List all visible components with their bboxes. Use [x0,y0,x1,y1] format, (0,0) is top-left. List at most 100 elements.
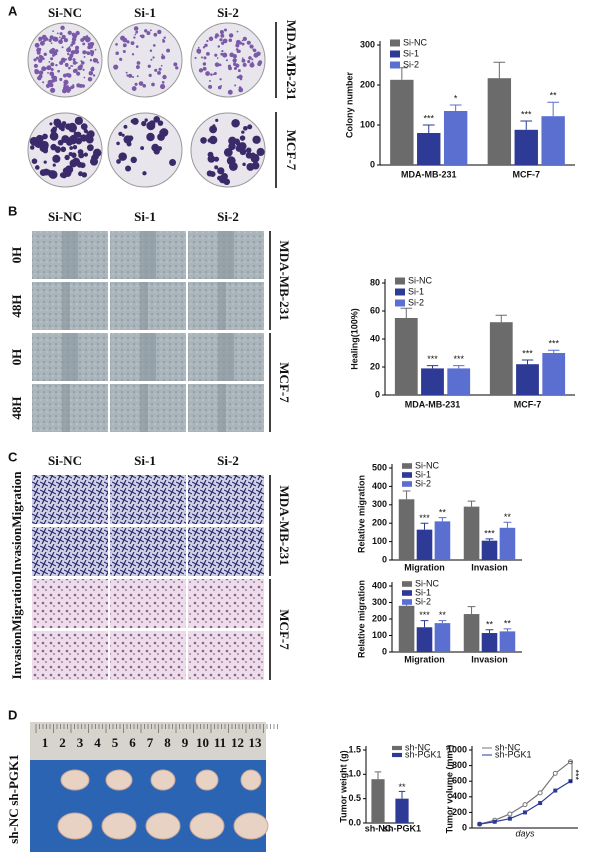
x-axis-label: days [515,828,535,838]
colony [81,172,88,178]
colony [228,38,233,43]
legend-swatch [392,752,402,758]
micrograph [32,527,108,576]
legend-swatch [402,599,412,605]
legend-label: sh-NC [495,742,521,752]
column-header: Si-2 [217,209,239,224]
y-tick-label: 0.0 [348,817,361,827]
colony [123,135,132,144]
significance: *** [484,528,495,538]
error-bar [485,629,494,634]
colony [71,85,75,89]
colony [63,38,69,43]
row-label: sh-PGK1 [6,754,21,805]
colony [160,64,163,67]
colony [121,133,125,137]
colony [52,30,54,33]
colony [77,149,84,155]
colony [232,58,237,63]
scratch-gap [62,282,70,330]
legend-swatch [390,39,400,47]
error-bar [520,120,533,130]
colony [62,73,67,78]
colony [134,33,137,36]
colony [59,77,63,82]
colony [207,138,212,143]
colony [203,56,207,60]
y-tick-label: 0.5 [348,793,361,803]
ruler-number: 6 [129,735,136,750]
ruler-number: 2 [59,735,66,750]
group-label: MCF-7 [277,609,292,650]
colony [113,64,119,70]
colony [56,50,59,52]
colony [35,56,39,60]
colony [89,42,92,45]
colony [250,152,256,157]
ruler-number: 12 [231,735,244,750]
error-bar [503,521,512,528]
error-bar [422,124,435,133]
colony [42,148,49,154]
colony [83,76,86,79]
bar [463,506,480,560]
x-tick-label: MDA-MB-231 [401,169,457,179]
bar [481,633,498,652]
colony [74,68,78,73]
bar [447,368,471,395]
legend-label: Si-1 [408,286,424,296]
ruler-number: 11 [214,735,226,750]
colony [236,64,238,66]
tumor [189,812,225,840]
colony [49,132,59,141]
colony [246,162,255,171]
colony [66,47,72,53]
colony [53,118,58,123]
colony [220,52,224,56]
bar [390,79,414,165]
colony [57,69,60,73]
colony [140,34,145,39]
colony [39,40,45,46]
legend-swatch [395,288,405,296]
colony [227,89,233,95]
colony [59,172,66,178]
colony [74,116,84,125]
bar [398,605,415,652]
tumor [150,769,176,791]
y-tick-label: 20 [370,361,380,371]
y-tick-label: 100 [372,536,387,546]
error-bar [395,67,408,80]
colony [92,74,96,77]
colony [52,154,61,163]
legend-label: Si-NC [408,275,432,285]
colony [234,84,237,87]
colony [71,50,75,54]
column-header: Si-1 [134,209,156,224]
colony [153,116,161,123]
colony [256,147,265,157]
colony [37,75,42,81]
row-label: Migration [9,471,24,528]
scratch-gap [62,231,78,279]
colony [75,45,80,50]
colony [217,45,221,48]
colony [140,146,145,150]
marker [553,788,558,793]
significance: ** [504,618,512,628]
significance: *** [571,769,581,780]
row-label: 0H [9,349,24,366]
colony [89,157,99,166]
colony [60,25,65,31]
colony [72,60,77,65]
colony [76,71,81,76]
error-bar [467,500,476,507]
colony [38,47,42,51]
colony [92,57,98,63]
colony [151,82,155,87]
y-tick-label: 0 [382,646,387,656]
colony [246,40,251,45]
colony [52,126,58,132]
colony [223,28,228,32]
colony [115,52,118,55]
